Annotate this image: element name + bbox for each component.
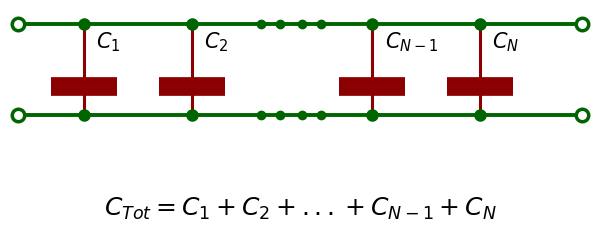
Text: $C_{Tot} = C_1 + C_2 + ... + C_{N-1} + C_N$: $C_{Tot} = C_1 + C_2 + ... + C_{N-1} + C…: [104, 196, 496, 222]
Text: $C_2$: $C_2$: [204, 30, 229, 54]
Text: $C_{N-1}$: $C_{N-1}$: [385, 30, 439, 54]
Text: $C_N$: $C_N$: [492, 30, 519, 54]
Text: $C_1$: $C_1$: [96, 30, 121, 54]
